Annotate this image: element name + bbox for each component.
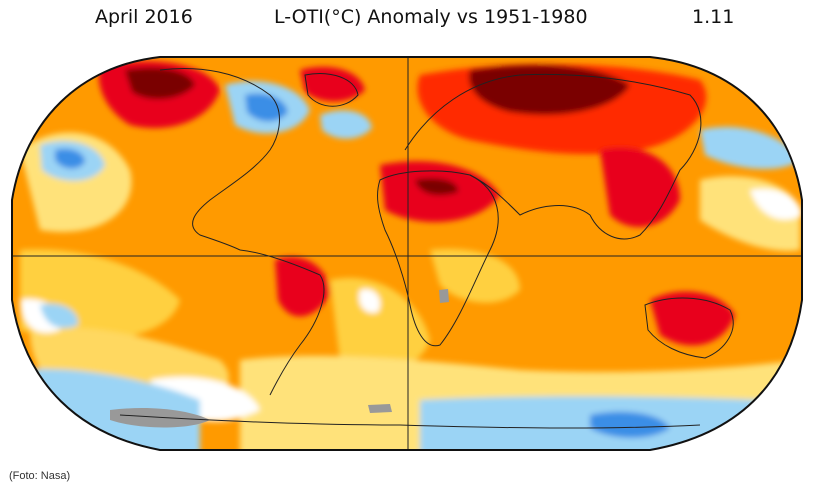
field-hot-south-america: [275, 256, 330, 317]
coast-africa: [377, 170, 499, 347]
field-cold-north-pacific: [55, 148, 85, 169]
coast-australia: [644, 297, 734, 359]
field-very-hot-alaska: [125, 67, 195, 100]
global-anomaly-value: 1.11: [692, 6, 735, 28]
field-no-data-africa: [439, 289, 449, 303]
field-very-hot-sahara: [415, 178, 459, 196]
field-neutral-atlantic: [359, 289, 381, 313]
field-mild-south-atlantic: [330, 278, 430, 371]
coast-greenland: [304, 73, 359, 107]
field-hot-australia: [650, 291, 735, 346]
field-hot-east-asia: [600, 147, 680, 227]
coast-north-america: [159, 67, 280, 251]
map-title: L-OTI(°C) Anomaly vs 1951-1980: [274, 6, 588, 28]
coast-eurasia: [404, 73, 702, 240]
date-label: April 2016: [95, 6, 193, 28]
field-cool-far-south-pacific: [40, 303, 79, 329]
photo-credit: (Foto: Nasa): [9, 470, 71, 482]
field-cold-greenland: [245, 93, 288, 122]
coastlines: [119, 67, 734, 429]
field-cool-north-atlantic: [320, 110, 372, 139]
coast-antarctica: [119, 414, 701, 429]
globe-outline: [11, 56, 803, 451]
anomaly-field: [12, 57, 802, 450]
field-neutral-pacific-east: [750, 188, 802, 220]
field-mild-equatorial-africa: [430, 249, 520, 303]
coast-south-america: [239, 249, 325, 396]
field-no-data-weddell: [368, 404, 392, 413]
field-hot-greenland-sea: [300, 66, 365, 102]
field-cold-antarctica: [590, 411, 670, 438]
field-cool-nw-pacific: [700, 126, 800, 170]
field-very-hot-siberia: [469, 65, 630, 115]
